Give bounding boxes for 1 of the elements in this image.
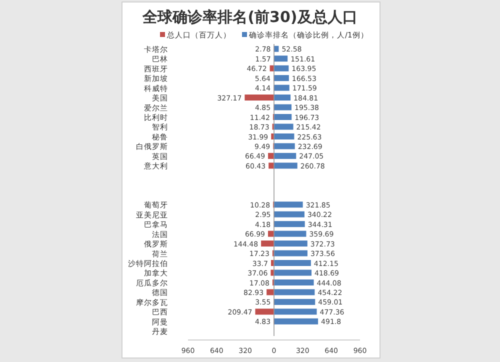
chart-title: 全球确诊率排名(前30)及总人口 xyxy=(142,8,358,26)
